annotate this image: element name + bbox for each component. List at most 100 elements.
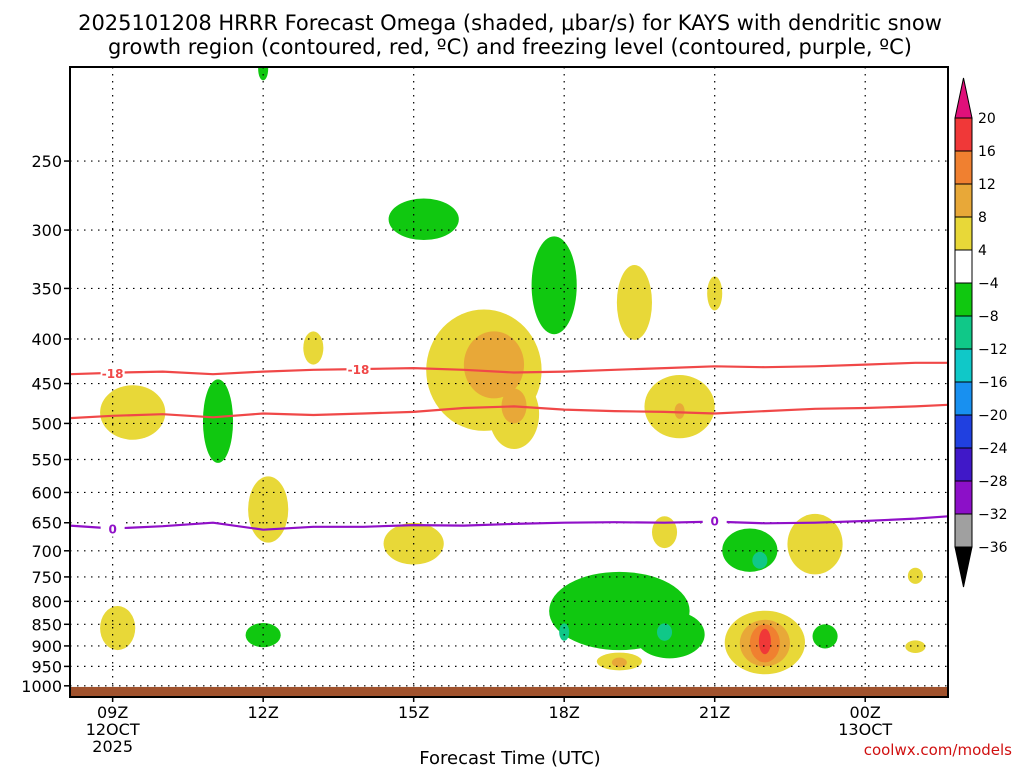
omega-region-9 [752, 551, 768, 569]
omega-region-19 [248, 476, 289, 543]
colorbar-label-9: −20 [978, 408, 1008, 424]
omega-region-4 [722, 528, 778, 572]
x-tick-label-0-2: 2025 [92, 737, 133, 756]
colorbar-bin-12 [954, 513, 973, 548]
contour-dgz-bottom [70, 403, 948, 420]
x-tick-label-4-0: 21Z [699, 703, 730, 722]
pressure-axis: 250 300 350 400 450 500 550 600 650 700 750 800 850 9… [21, 152, 70, 696]
y-tick-label-400: 400 [31, 330, 62, 349]
plot-frame [69, 66, 949, 698]
omega-region-34 [758, 628, 771, 655]
omega-region-11 [657, 623, 673, 641]
y-tick-label-950: 950 [31, 657, 62, 676]
contour-label-bg-freezing-level-0-1 [702, 513, 727, 529]
temperature-contours: -18 -18 0 0 [70, 361, 948, 537]
omega-region-30 [674, 403, 685, 419]
colorbar-label-5: −4 [978, 276, 999, 292]
omega-region-2 [531, 236, 577, 335]
omega-region-31 [611, 657, 627, 668]
omega-region-27 [905, 640, 926, 654]
omega-region-23 [907, 567, 923, 584]
y-tick-label-600: 600 [31, 483, 62, 502]
grid-lines [70, 67, 948, 697]
colorbar-label-7: −12 [978, 342, 1008, 358]
colorbar-label-3: 8 [978, 210, 987, 226]
omega-region-15 [616, 264, 652, 340]
chart-title-line-2: growth region (contoured, red, ºC) and f… [108, 35, 912, 59]
colorbar-label-0: 20 [978, 111, 996, 127]
contour-label-freezing-level-0-1: 0 [711, 515, 719, 529]
omega-region-18 [100, 385, 166, 440]
omega-region-24 [100, 606, 136, 651]
colorbar-bin-10 [954, 447, 973, 482]
omega-region-12 [303, 331, 324, 365]
contour-label-bg-freezing-level-0-0 [100, 521, 125, 537]
x-tick-label-0-1: 12OCT [86, 720, 140, 739]
y-tick-label-1000: 1000 [21, 677, 62, 696]
colorbar-label-2: 12 [978, 177, 996, 193]
x-tick-label-5-1: 13OCT [838, 720, 892, 739]
omega-region-3 [202, 379, 234, 463]
contour-label-bg-dgz-top-18-1 [346, 361, 371, 377]
chart-title-line-1: 2025101208 HRRR Forecast Omega (shaded, … [78, 11, 942, 35]
colorbar: 20 16 12 8 4 −4 −8 −12 −16 −20 −24 −28 −32 −36 [954, 77, 1008, 588]
colorbar-bin-4 [954, 249, 973, 284]
y-tick-label-750: 750 [31, 568, 62, 587]
y-tick-label-650: 650 [31, 514, 62, 533]
colorbar-bin-0 [954, 117, 973, 152]
colorbar-bin-9 [954, 414, 973, 449]
x-tick-label-1-0: 12Z [247, 703, 278, 722]
y-tick-label-900: 900 [31, 637, 62, 656]
colorbar-bin-11 [954, 480, 973, 515]
colorbar-label-4: 4 [978, 243, 987, 259]
y-tick-label-450: 450 [31, 375, 62, 394]
colorbar-bin-5 [954, 282, 973, 317]
omega-region-28 [463, 331, 525, 399]
y-tick-label-250: 250 [31, 152, 62, 171]
y-tick-label-800: 800 [31, 592, 62, 611]
colorbar-bottom-arrow [954, 546, 973, 588]
omega-region-22 [787, 513, 843, 575]
omega-region-0 [258, 67, 269, 81]
colorbar-bin-8 [954, 381, 973, 416]
y-tick-label-500: 500 [31, 414, 62, 433]
contour-freezing-level-0 [70, 515, 948, 531]
colorbar-label-8: −16 [978, 375, 1008, 391]
colorbar-bin-7 [954, 348, 973, 383]
colorbar-top-arrow [954, 77, 973, 119]
colorbar-label-10: −24 [978, 441, 1008, 457]
contour-label-dgz-top-18-0: -18 [102, 367, 124, 381]
y-tick-label-700: 700 [31, 542, 62, 561]
colorbar-label-12: −32 [978, 507, 1008, 523]
ground-surface [70, 686, 948, 697]
colorbar-bin-6 [954, 315, 973, 350]
contour-label-freezing-level-0-0: 0 [108, 523, 116, 537]
colorbar-bin-3 [954, 216, 973, 251]
credit-link[interactable]: coolwx.com/models [864, 741, 1012, 759]
omega-region-10 [559, 623, 570, 641]
colorbar-label-6: −8 [978, 309, 999, 325]
y-tick-label-350: 350 [31, 279, 62, 298]
colorbar-label-11: −28 [978, 474, 1008, 490]
colorbar-bin-1 [954, 150, 973, 185]
colorbar-label-13: −36 [978, 540, 1008, 556]
y-tick-label-550: 550 [31, 451, 62, 470]
omega-region-8 [812, 624, 838, 649]
colorbar-bin-2 [954, 183, 973, 218]
x-axis-label: Forecast Time (UTC) [419, 748, 600, 768]
x-tick-label-5-0: 00Z [850, 703, 881, 722]
omega-region-21 [651, 516, 678, 549]
omega-region-16 [707, 276, 723, 311]
y-tick-label-300: 300 [31, 221, 62, 240]
contour-label-bg-dgz-top-18-0 [100, 366, 125, 382]
y-tick-label-850: 850 [31, 615, 62, 634]
contour-dgz-top-18 [70, 361, 948, 376]
omega-region-1 [388, 198, 459, 241]
x-tick-label-2-0: 15Z [398, 703, 429, 722]
contour-label-dgz-top-18-1: -18 [348, 363, 370, 377]
x-tick-label-0-0: 09Z [97, 703, 128, 722]
colorbar-label-1: 16 [978, 144, 996, 160]
x-tick-label-3-0: 18Z [549, 703, 580, 722]
